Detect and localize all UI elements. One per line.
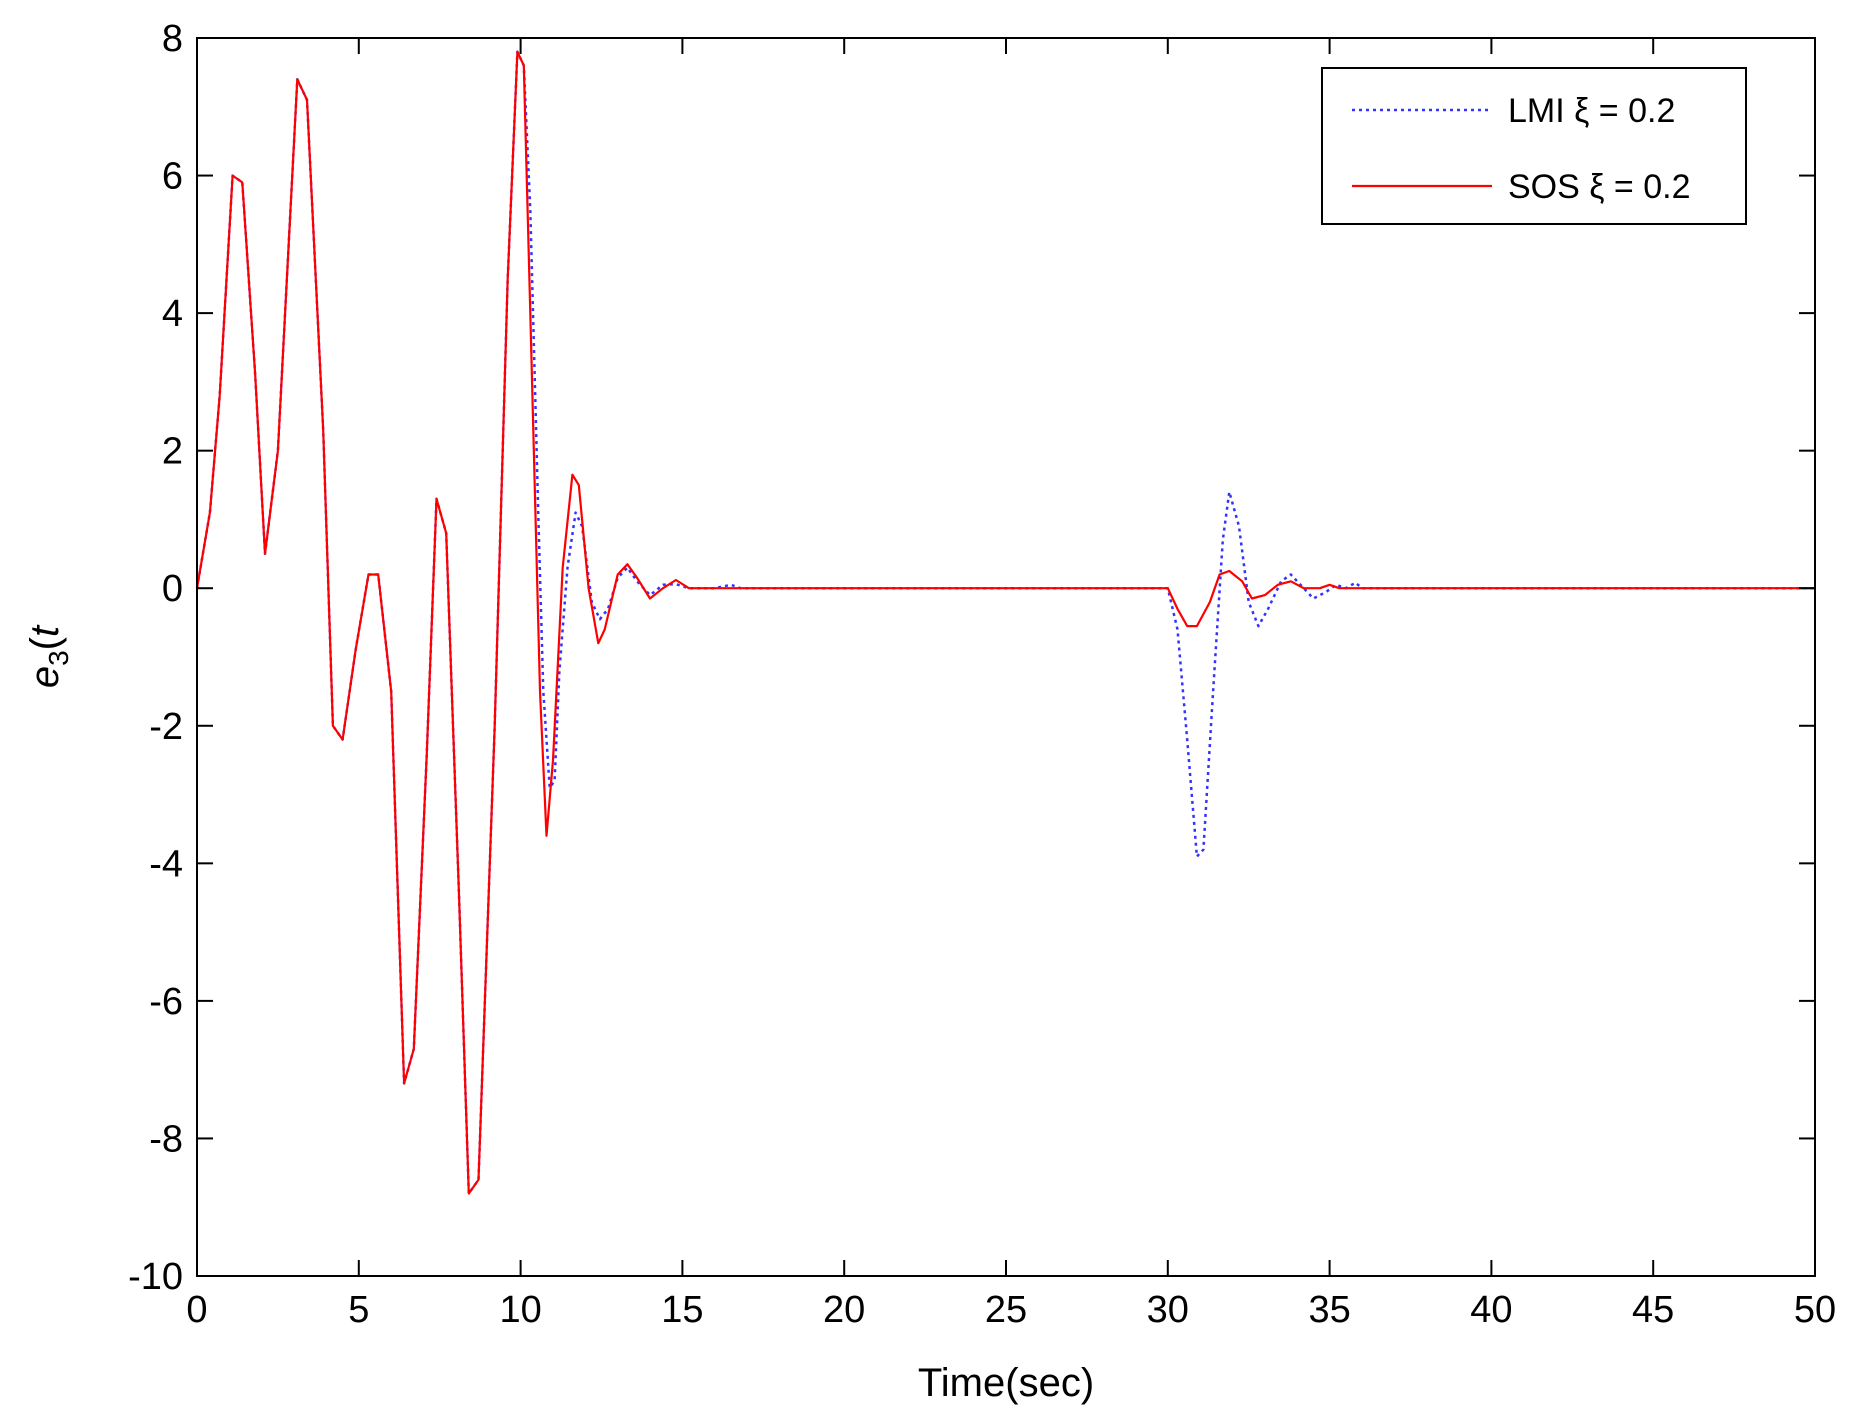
x-tick-label: 0 <box>186 1289 207 1331</box>
y-tick-label: 2 <box>162 431 183 473</box>
x-tick-label: 50 <box>1794 1289 1836 1331</box>
y-tick-label: -4 <box>149 843 183 885</box>
y-axis-label: e3(t <box>23 624 74 688</box>
y-axis-label-var: t <box>23 624 67 637</box>
x-tick-label: 15 <box>661 1289 703 1331</box>
x-tick-label: 20 <box>823 1289 865 1331</box>
legend-label-lmi: LMI ξ = 0.2 <box>1508 92 1675 130</box>
y-axis-label-sub: 3 <box>43 650 74 666</box>
y-tick-label: 4 <box>162 293 183 335</box>
x-tick-label: 10 <box>499 1289 541 1331</box>
legend: LMI ξ = 0.2 SOS ξ = 0.2 <box>1321 67 1747 225</box>
series-line-sos <box>195 50 1815 1195</box>
y-tick-label: -6 <box>149 981 183 1023</box>
y-tick-label: 6 <box>162 156 183 198</box>
x-tick-label: 40 <box>1470 1289 1512 1331</box>
y-tick-label: -8 <box>149 1118 183 1160</box>
y-axis-label-paren-open: ( <box>23 636 67 650</box>
x-tick-label: 25 <box>985 1289 1027 1331</box>
x-tick-label: 35 <box>1308 1289 1350 1331</box>
x-axis-label: Time(sec) <box>918 1361 1094 1405</box>
x-tick-label: 5 <box>348 1289 369 1331</box>
legend-label-sos: SOS ξ = 0.2 <box>1508 168 1690 206</box>
y-axis-label-base: e <box>23 666 67 688</box>
legend-box <box>1321 67 1747 225</box>
y-tick-label: 0 <box>162 568 183 610</box>
series-layer <box>195 50 1815 1195</box>
y-tick-label: -10 <box>128 1256 183 1298</box>
y-tick-label: 8 <box>162 18 183 60</box>
x-tick-label: 45 <box>1632 1289 1674 1331</box>
x-tick-label: 30 <box>1147 1289 1189 1331</box>
y-tick-label: -2 <box>149 706 183 748</box>
